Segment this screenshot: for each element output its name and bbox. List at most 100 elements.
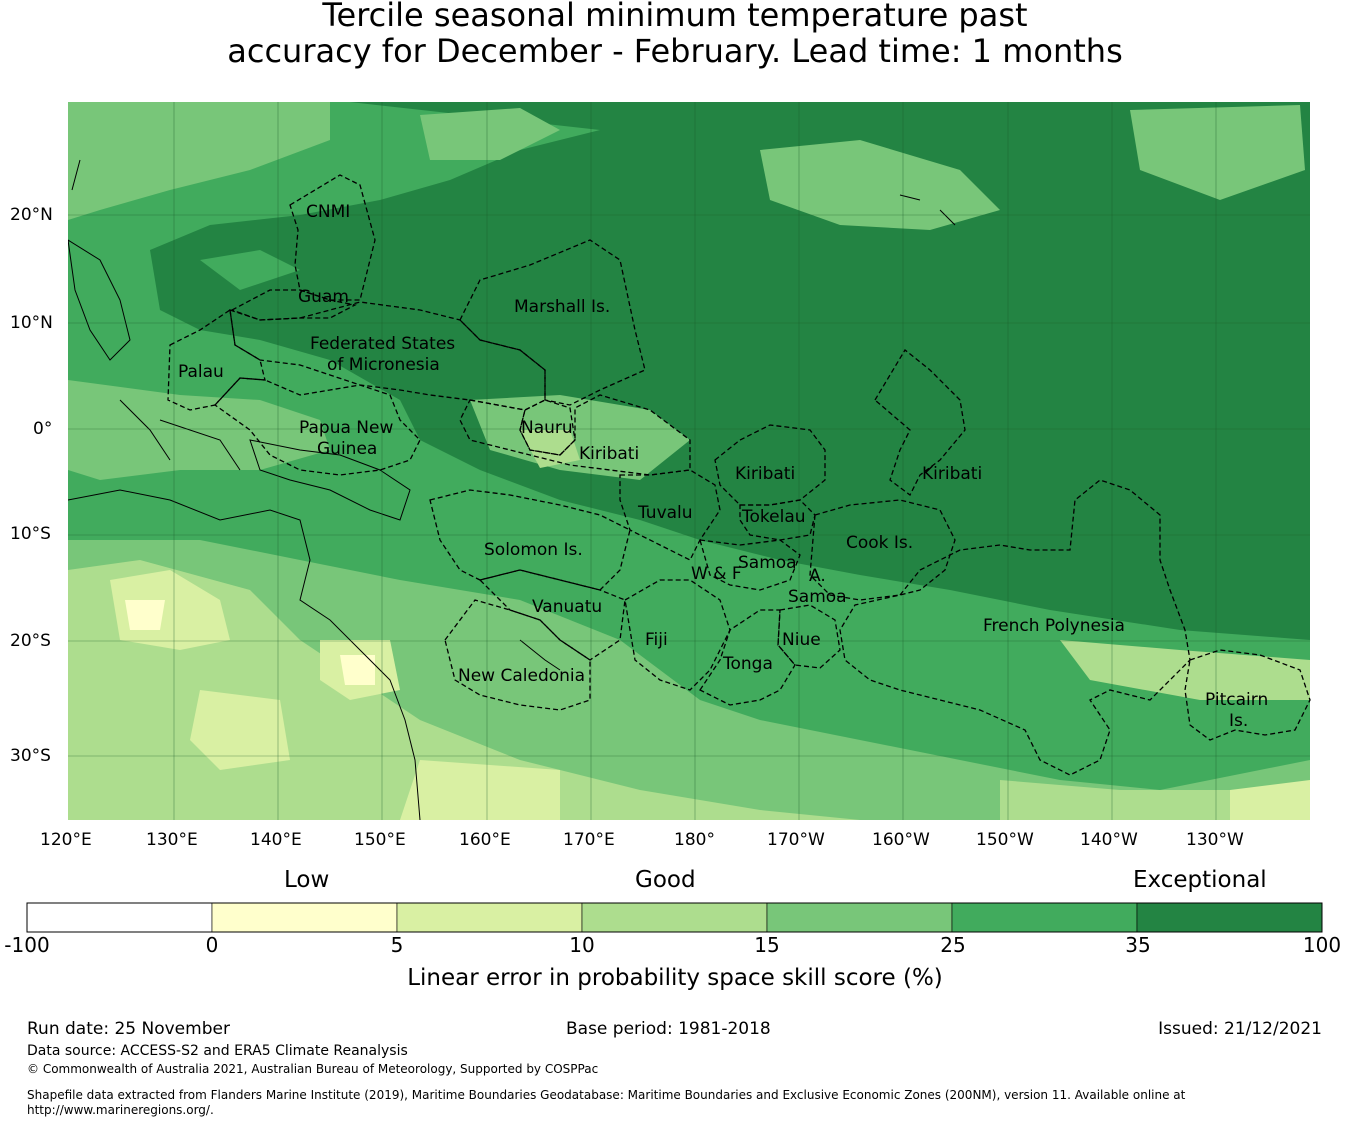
eez-palau xyxy=(167,308,266,411)
region-label: Fiji xyxy=(645,630,668,650)
region-label: Samoa xyxy=(738,553,797,573)
eez-tokelau xyxy=(739,499,816,541)
region-label: of Micronesia xyxy=(327,355,440,375)
region-label: Kiribati xyxy=(579,444,640,464)
coastline xyxy=(68,489,421,820)
colorbar-tick: 10 xyxy=(569,933,595,957)
region-label: New Caledonia xyxy=(458,666,586,686)
region-label: Palau xyxy=(178,362,224,382)
skill-zone-moderate xyxy=(420,108,560,160)
region-label: Is. xyxy=(1229,711,1249,731)
map-title-line1: Tercile seasonal minimum temperature pas… xyxy=(322,0,1028,34)
region-label: A. xyxy=(809,566,826,586)
lon-tick: 150°W xyxy=(976,830,1034,850)
skill-zone-exceptional xyxy=(150,102,1310,640)
coastline xyxy=(68,239,131,361)
graticule xyxy=(68,102,1310,820)
region-label: Samoa xyxy=(788,587,847,607)
colorbar-tick: 100 xyxy=(1302,933,1342,957)
lon-tick: 150°E xyxy=(354,830,406,850)
region-label: Nauru xyxy=(521,418,573,438)
skill-zone-good xyxy=(200,250,300,290)
colorbar xyxy=(26,902,1323,933)
lon-tick: 160°E xyxy=(459,830,511,850)
shapefile-url: http://www.marineregions.org/. xyxy=(27,1103,214,1117)
lon-tick: 180° xyxy=(674,830,715,850)
skill-field xyxy=(68,102,1310,820)
eez-kiribati-phoenix xyxy=(714,424,826,506)
eez-samoa-wf xyxy=(699,539,801,591)
skill-zone-moderate xyxy=(760,140,1000,230)
eez-tonga xyxy=(699,609,796,706)
eez-french-polynesia xyxy=(839,479,1191,776)
skill-zone-low xyxy=(190,690,290,770)
colorbar-bin xyxy=(951,902,1138,933)
region-label: Guam xyxy=(298,287,349,307)
region-label: Tuvalu xyxy=(638,503,693,523)
eez-new-caledonia xyxy=(444,599,591,711)
skill-zone-very-low xyxy=(125,600,165,630)
colorbar-category-low: Low xyxy=(284,867,330,893)
lon-tick: 160°W xyxy=(872,830,930,850)
region-label: Kiribati xyxy=(922,464,983,484)
lat-tick: 10°N xyxy=(10,313,53,333)
region-label: Kiribati xyxy=(735,464,796,484)
eez-kiribati-line xyxy=(874,349,966,496)
region-label: W & F xyxy=(691,564,742,584)
region-label: Solomon Is. xyxy=(484,540,583,560)
colorbar-outline xyxy=(26,902,1323,933)
skill-zone-low xyxy=(400,760,560,820)
region-label: Pitcairn xyxy=(1205,690,1269,710)
colorbar-bin xyxy=(211,902,398,933)
coastline xyxy=(249,439,411,521)
skill-zone-fair xyxy=(520,430,580,468)
colorbar-bin xyxy=(581,902,768,933)
shapefile-credit: Shapefile data extracted from Flanders M… xyxy=(27,1088,1186,1102)
eez-boundaries xyxy=(167,174,1311,776)
region-label: Marshall Is. xyxy=(514,297,611,317)
copyright: © Commonwealth of Australia 2021, Austra… xyxy=(27,1062,599,1076)
skill-zone-moderate xyxy=(68,380,330,480)
eez-pitcairn xyxy=(1184,649,1311,741)
region-label: Papua New xyxy=(299,418,394,438)
issued-date: Issued: 21/12/2021 xyxy=(1158,1019,1322,1039)
region-label: Cook Is. xyxy=(846,533,914,553)
eez-guam xyxy=(230,289,357,321)
map-title-line2: accuracy for December - February. Lead t… xyxy=(227,32,1123,70)
colorbar-tick: -100 xyxy=(4,933,50,957)
colorbar-category-good: Good xyxy=(635,867,696,893)
run-date: Run date: 25 November xyxy=(27,1019,230,1039)
skill-zone-very-low xyxy=(340,655,375,685)
colorbar-category-exceptional: Exceptional xyxy=(1133,867,1267,893)
coastline xyxy=(519,639,561,671)
colorbar-tick: 5 xyxy=(390,933,404,957)
region-label: French Polynesia xyxy=(983,616,1125,636)
region-label: Vanuatu xyxy=(532,597,603,617)
colorbar-tick: 35 xyxy=(1125,933,1151,957)
lon-tick: 140°W xyxy=(1080,830,1138,850)
lat-tick: 20°S xyxy=(10,631,51,651)
lon-tick: 130°W xyxy=(1186,830,1244,850)
eez-png xyxy=(214,377,421,476)
region-label: Tonga xyxy=(723,654,773,674)
lon-tick: 140°E xyxy=(250,830,302,850)
coastline xyxy=(899,194,956,226)
lon-tick: 170°W xyxy=(767,830,825,850)
coastline xyxy=(71,159,241,471)
colorbar-bin xyxy=(1136,902,1323,933)
skill-zone-moderate xyxy=(470,395,690,480)
skill-zone-fair xyxy=(1060,640,1310,700)
colorbar-bin xyxy=(396,902,583,933)
lat-tick: 10°S xyxy=(10,524,51,544)
skill-zone-low xyxy=(1230,780,1310,820)
eez-fiji xyxy=(624,579,731,691)
data-source: Data source: ACCESS-S2 and ERA5 Climate … xyxy=(27,1043,408,1059)
base-period: Base period: 1981-2018 xyxy=(566,1019,771,1039)
lat-tick: 0° xyxy=(33,419,53,439)
eez-vanuatu xyxy=(478,569,626,661)
lon-tick: 130°E xyxy=(146,830,198,850)
colorbar-tick: 25 xyxy=(940,933,966,957)
colorbar-tick: 0 xyxy=(205,933,219,957)
lon-tick: 120°E xyxy=(40,830,92,850)
